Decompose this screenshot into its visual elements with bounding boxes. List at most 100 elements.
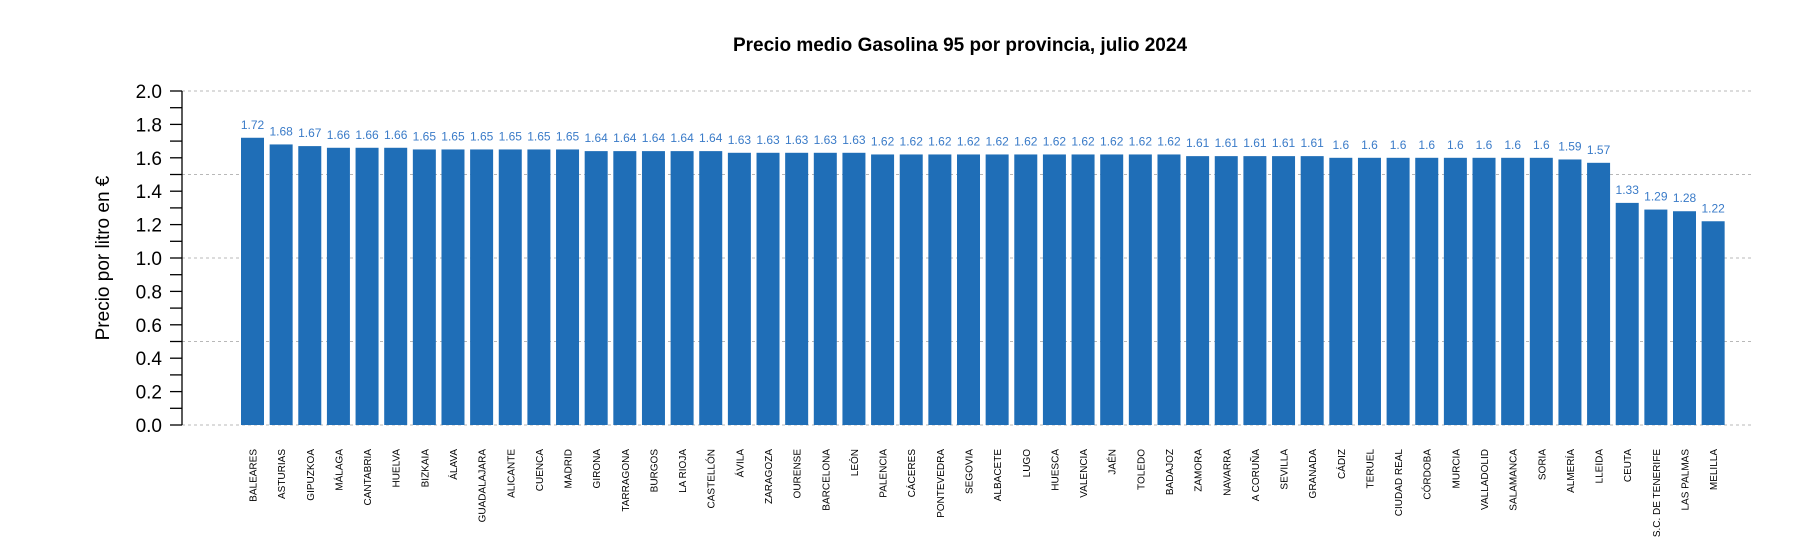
value-label: 1.63 [842, 133, 866, 147]
chart-title: Precio medio Gasolina 95 por provincia, … [733, 35, 1187, 56]
value-labels: 1.72 1.68 1.67 1.66 1.66 1.66 1.65 1.65 1.65 1.65… [241, 118, 1725, 216]
value-label: 1.63 [814, 133, 838, 147]
bar [1357, 157, 1381, 426]
bar [957, 154, 980, 425]
value-label: 1.6 [1504, 138, 1521, 152]
value-label: 1.66 [384, 128, 408, 142]
bar [785, 152, 809, 426]
x-tick-label: CANTABRIA [363, 449, 374, 506]
bar [1186, 156, 1210, 425]
x-tick-label: SALAMANCA [1509, 449, 1520, 511]
value-label: 1.65 [441, 129, 465, 143]
y-tick-label: 0.4 [136, 349, 163, 370]
bar [326, 147, 350, 425]
bar [1673, 211, 1696, 425]
bar [1272, 156, 1296, 425]
value-label: 1.6 [1361, 138, 1378, 152]
x-tick-label: JAÉN [1106, 449, 1119, 475]
value-label: 1.62 [1043, 134, 1067, 148]
bar [1157, 154, 1181, 425]
y-tick-label: 1.0 [136, 249, 162, 270]
y-tick-label: 2.0 [136, 82, 162, 103]
bar [1472, 157, 1496, 426]
bar [756, 152, 780, 426]
bar [384, 147, 408, 425]
bar [1128, 154, 1152, 425]
bar [412, 149, 436, 425]
bar [269, 144, 293, 425]
value-label: 1.63 [728, 133, 752, 147]
value-label: 1.64 [670, 131, 694, 145]
x-tick-label: LAS PALMAS [1681, 449, 1692, 511]
x-tick-label: TOLEDO [1136, 449, 1147, 490]
x-tick-label: BALEARES [249, 449, 260, 502]
y-tick-label: 0.8 [136, 282, 162, 303]
bar [1014, 154, 1038, 425]
bar [1300, 156, 1324, 425]
value-label: 1.66 [327, 128, 351, 142]
x-tick-label: A CORUÑA [1249, 449, 1262, 502]
y-axis-label: Precio por litro en € [93, 175, 114, 340]
value-label: 1.65 [527, 129, 551, 143]
value-label: 1.62 [1129, 134, 1153, 148]
y-tick-label: 0.0 [136, 416, 162, 437]
value-label: 1.57 [1587, 143, 1611, 157]
value-label: 1.6 [1533, 138, 1550, 152]
x-tick-label: MELILLA [1709, 449, 1720, 490]
bar [498, 149, 522, 425]
bar [899, 154, 923, 425]
bar [1415, 157, 1439, 426]
value-label: 1.62 [957, 134, 981, 148]
bar [670, 151, 694, 425]
x-tick-label: LLEIDA [1595, 449, 1606, 484]
x-tick-label: VALENCIA [1079, 449, 1090, 498]
value-label: 1.62 [1100, 134, 1124, 148]
value-label: 1.64 [585, 131, 609, 145]
value-label: 1.62 [900, 134, 924, 148]
y-tick-label: 0.6 [136, 316, 162, 337]
value-label: 1.67 [298, 126, 322, 140]
bar [1329, 157, 1353, 426]
value-label: 1.65 [470, 129, 494, 143]
bar [1071, 154, 1095, 425]
x-tick-label: PALENCIA [879, 449, 890, 498]
bar [1443, 157, 1467, 426]
bar [1501, 157, 1525, 426]
x-axis-labels: BALEARES ASTURIAS GIPUZKOA MÁLAGA CANTABRIA H… [249, 449, 1721, 538]
bar [641, 151, 665, 425]
y-tick-label: 1.4 [136, 182, 163, 203]
x-tick-label: CEUTA [1623, 449, 1634, 482]
bar [441, 149, 465, 425]
x-tick-label: OURENSE [793, 449, 804, 499]
value-label: 1.61 [1215, 136, 1239, 150]
bar [241, 137, 264, 425]
value-label: 1.62 [928, 134, 952, 148]
value-label: 1.6 [1332, 138, 1349, 152]
value-label: 1.61 [1301, 136, 1325, 150]
value-label: 1.72 [241, 118, 265, 132]
x-tick-label: LUGO [1022, 449, 1033, 478]
x-tick-label: CÁDIZ [1335, 449, 1348, 479]
x-tick-label: ASTURIAS [277, 449, 288, 499]
value-label: 1.6 [1476, 138, 1493, 152]
value-label: 1.61 [1243, 136, 1267, 150]
value-label: 1.63 [756, 133, 780, 147]
x-tick-label: BIZKAIA [420, 449, 431, 488]
bar [527, 149, 551, 425]
x-tick-label: VALLADOLID [1480, 449, 1491, 510]
value-label: 1.61 [1272, 136, 1296, 150]
x-tick-label: CASTELLÓN [705, 449, 718, 508]
x-tick-label: MADRID [564, 449, 575, 488]
value-label: 1.62 [1157, 134, 1181, 148]
value-label: 1.61 [1186, 136, 1210, 150]
x-tick-label: MURCIA [1451, 449, 1462, 489]
bar [1529, 157, 1553, 426]
x-tick-label: PONTEVEDRA [936, 449, 947, 518]
x-tick-label: ÁVILA [733, 449, 746, 478]
bar [1615, 202, 1639, 425]
value-label: 1.62 [1014, 134, 1038, 148]
x-tick-label: TARRAGONA [621, 449, 632, 512]
value-label: 1.62 [1071, 134, 1095, 148]
x-tick-label: ZARAGOZA [764, 449, 775, 504]
